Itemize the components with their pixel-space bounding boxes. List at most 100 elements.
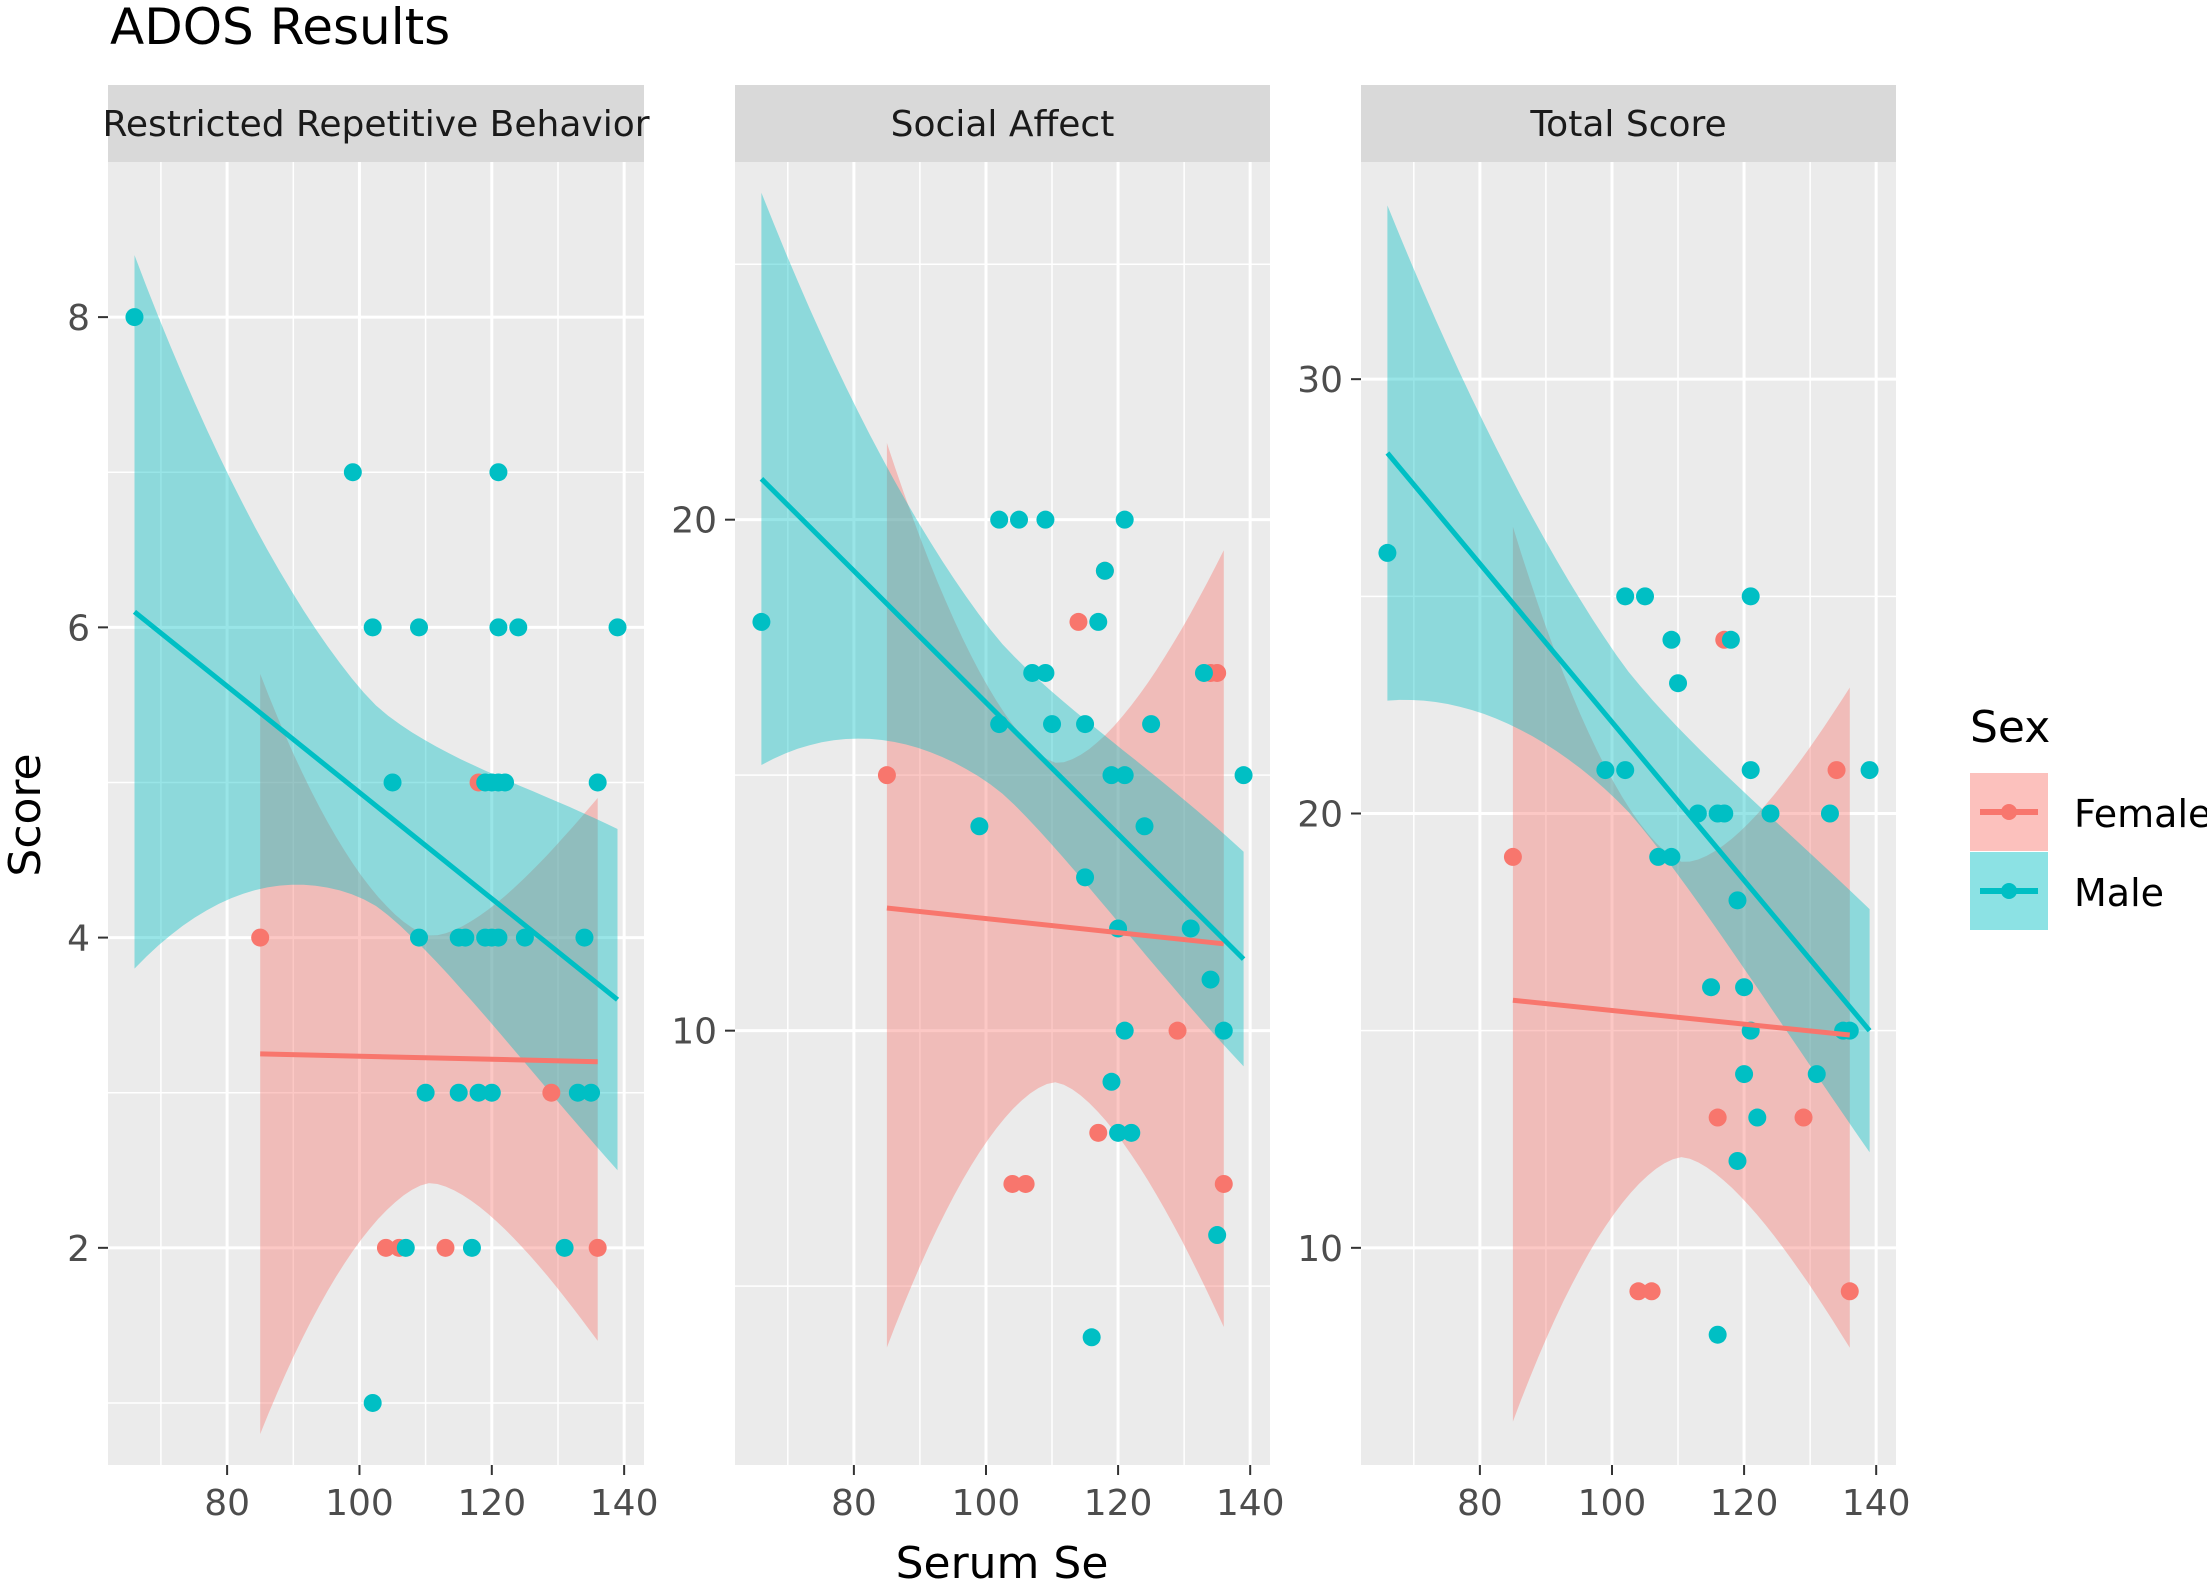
facet-panel-1: Restricted Repetitive Behavior 80 100 120 14… bbox=[67, 85, 659, 1524]
data-point-male bbox=[410, 618, 429, 637]
data-point-male bbox=[1702, 978, 1721, 997]
data-point-female bbox=[376, 1238, 395, 1257]
data-point-male bbox=[1820, 804, 1839, 823]
data-point-male bbox=[1201, 970, 1220, 989]
data-point-male bbox=[383, 773, 402, 792]
data-point-male bbox=[1095, 561, 1114, 580]
facet-panel-3: Total Score 80 100 120 140 10 20 30 bbox=[1297, 85, 1911, 1524]
y-tick-label: 10 bbox=[1297, 1229, 1343, 1270]
data-point-male bbox=[575, 928, 594, 947]
facet-strip-label: Restricted Repetitive Behavior bbox=[102, 104, 649, 145]
data-point-male bbox=[1728, 1151, 1747, 1170]
panel-background bbox=[735, 162, 1270, 1465]
data-point-male bbox=[396, 1238, 415, 1257]
data-point-male bbox=[1102, 1072, 1121, 1091]
data-point-male bbox=[469, 1083, 488, 1102]
data-point-male bbox=[489, 463, 508, 482]
x-tick-label: 100 bbox=[1578, 1483, 1647, 1524]
data-point-male bbox=[1735, 978, 1754, 997]
y-tick-label: 10 bbox=[671, 1012, 717, 1053]
legend-title: Sex bbox=[1970, 702, 2050, 753]
data-point-male bbox=[1662, 847, 1681, 866]
ci-band-male bbox=[1387, 205, 1870, 1153]
data-point-male bbox=[1023, 663, 1042, 682]
x-tick-label: 120 bbox=[457, 1483, 526, 1524]
data-point-male bbox=[1010, 510, 1029, 529]
data-point-male bbox=[125, 308, 144, 327]
data-point-male bbox=[1735, 1065, 1754, 1084]
y-tick-label: 20 bbox=[1297, 795, 1343, 836]
data-point-male bbox=[462, 1238, 481, 1257]
data-point-female bbox=[1794, 1108, 1813, 1127]
data-point-female bbox=[251, 928, 270, 947]
data-point-male bbox=[363, 1393, 382, 1412]
data-point-male bbox=[1122, 1123, 1141, 1142]
data-point-male bbox=[1234, 766, 1253, 785]
y-tick-label: 20 bbox=[671, 501, 717, 542]
data-point-female bbox=[1208, 663, 1227, 682]
data-point-male bbox=[343, 463, 362, 482]
data-point-male bbox=[416, 1083, 435, 1102]
fit-line-female bbox=[1512, 997, 1851, 1038]
data-point-male bbox=[568, 1083, 587, 1102]
data-point-male bbox=[1194, 663, 1213, 682]
x-tick-label: 120 bbox=[1710, 1483, 1779, 1524]
data-point-male bbox=[410, 928, 429, 947]
data-point-male bbox=[1043, 715, 1062, 734]
legend-point-female bbox=[2001, 804, 2017, 820]
data-point-male bbox=[1115, 1021, 1134, 1040]
data-point-male bbox=[582, 1083, 601, 1102]
data-point-male bbox=[1669, 674, 1688, 693]
data-point-female bbox=[1214, 1174, 1233, 1193]
data-point-female bbox=[1642, 1282, 1661, 1301]
data-point-male bbox=[1741, 587, 1760, 606]
data-point-male bbox=[363, 618, 382, 637]
data-point-female bbox=[1003, 1174, 1022, 1193]
x-tick-label: 140 bbox=[1216, 1483, 1285, 1524]
ci-band-female bbox=[260, 673, 598, 1434]
legend: Sex Female Male bbox=[1970, 702, 2207, 930]
y-axis-title: Score bbox=[0, 753, 51, 876]
facet-strip bbox=[735, 85, 1270, 162]
y-tick-label: 6 bbox=[67, 608, 90, 649]
data-point-male bbox=[1076, 715, 1095, 734]
data-point-female bbox=[1503, 847, 1522, 866]
facet-strip-label: Social Affect bbox=[891, 104, 1115, 145]
legend-label-male: Male bbox=[2074, 871, 2164, 915]
data-point-female bbox=[1089, 1123, 1108, 1142]
facet-panel-2: Social Affect 80 100 120 140 10 20 bbox=[671, 85, 1285, 1524]
x-tick-label: 100 bbox=[325, 1483, 394, 1524]
fit-line-male bbox=[1385, 451, 1872, 1033]
data-point-male bbox=[1596, 761, 1615, 780]
data-point-male bbox=[1115, 766, 1134, 785]
y-tick-label: 2 bbox=[67, 1229, 90, 1270]
data-point-female bbox=[588, 1238, 607, 1257]
ci-band-male bbox=[761, 192, 1244, 1067]
x-tick-label: 140 bbox=[590, 1483, 659, 1524]
data-point-male bbox=[1142, 715, 1161, 734]
data-point-male bbox=[1662, 630, 1681, 649]
data-point-male bbox=[1708, 1325, 1727, 1344]
data-point-male bbox=[1636, 587, 1655, 606]
data-point-male bbox=[588, 773, 607, 792]
y-tick-label: 30 bbox=[1297, 360, 1343, 401]
data-point-female bbox=[877, 766, 896, 785]
chart-title: ADOS Results bbox=[110, 0, 450, 56]
data-point-male bbox=[1807, 1065, 1826, 1084]
data-point-male bbox=[1036, 510, 1055, 529]
data-point-male bbox=[1649, 847, 1668, 866]
data-point-male bbox=[1109, 1123, 1128, 1142]
facet-strip bbox=[108, 85, 644, 162]
data-point-male bbox=[1741, 761, 1760, 780]
data-point-male bbox=[1616, 761, 1635, 780]
data-point-male bbox=[970, 817, 989, 836]
data-point-female bbox=[1827, 761, 1846, 780]
fit-line-female bbox=[886, 905, 1225, 947]
data-point-male bbox=[1715, 804, 1734, 823]
facet-strip-label: Total Score bbox=[1529, 104, 1726, 145]
data-point-male bbox=[752, 612, 771, 631]
data-point-female bbox=[1016, 1174, 1035, 1193]
data-point-male bbox=[515, 928, 534, 947]
